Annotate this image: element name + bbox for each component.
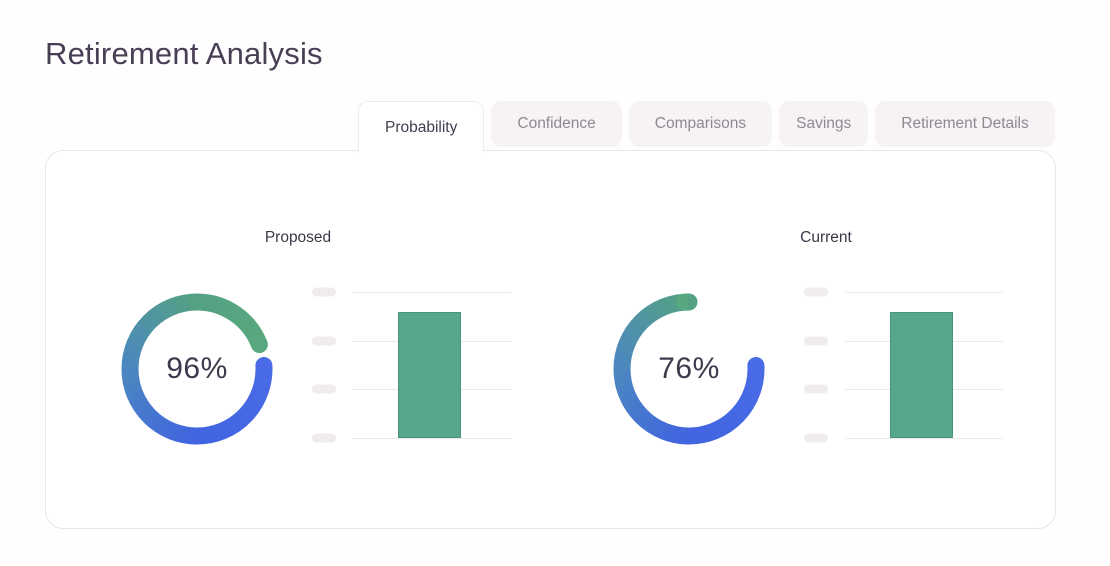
gauge-arc-segment	[121, 368, 198, 445]
gauge-ring-proposed: 96%	[121, 293, 273, 445]
panel-proposed: Proposed 96%	[121, 229, 513, 463]
panel-current: Current 76%	[613, 229, 1005, 463]
tab-comparisons[interactable]: Comparisons	[628, 101, 773, 147]
tab-confidence[interactable]: Confidence	[491, 101, 622, 147]
tick-pill	[312, 287, 336, 297]
gauge-arc-segment	[121, 293, 198, 370]
tick-pill	[804, 384, 828, 394]
gauge-value: 96%	[166, 352, 228, 385]
mini-bar-chart-proposed	[312, 287, 511, 443]
gridline	[845, 438, 1003, 439]
bar	[890, 312, 953, 438]
tab-retirement-details[interactable]: Retirement Details	[875, 101, 1055, 147]
tick-pill	[312, 433, 336, 443]
analysis-card: Proposed 96% Current 76%	[45, 150, 1056, 529]
gauge-arc-segment	[613, 368, 690, 445]
tab-probability[interactable]: Probability	[358, 101, 485, 153]
gridline	[845, 292, 1003, 293]
gauge-arc-segment	[613, 293, 690, 370]
panel-label: Proposed	[264, 229, 332, 246]
panel-label: Current	[800, 229, 852, 246]
gauge-ring-current: 76%	[613, 293, 765, 445]
tick-pill	[312, 384, 336, 394]
gauge-arc-segment	[680, 356, 765, 445]
mini-bar-chart-current	[804, 287, 1003, 443]
gridline	[353, 438, 511, 439]
tab-savings[interactable]: Savings	[779, 101, 869, 147]
bar	[398, 312, 461, 438]
tick-pill	[804, 287, 828, 297]
gauge-arc-segment	[188, 356, 273, 445]
tick-pill	[804, 433, 828, 443]
page-title: Retirement Analysis	[45, 36, 323, 71]
tick-pill	[804, 336, 828, 346]
gauge-ring-svg	[121, 293, 273, 445]
gauge-ring-svg	[613, 293, 765, 445]
tab-strip: Probability Confidence Comparisons Savings R…	[358, 101, 1055, 153]
gridline	[353, 292, 511, 293]
gauge-arc-segment	[188, 293, 268, 354]
gauge-value: 76%	[658, 352, 720, 385]
tick-pill	[312, 336, 336, 346]
